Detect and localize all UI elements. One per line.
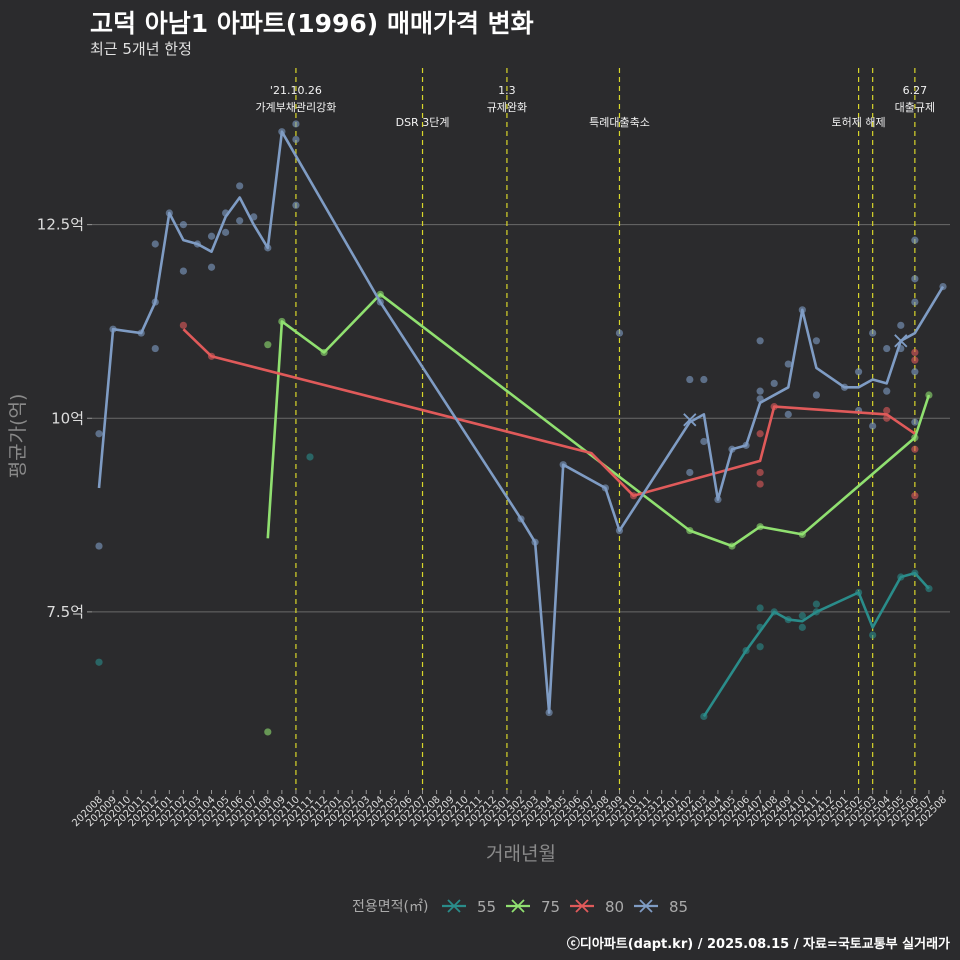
event-label: 가계부채관리강화 xyxy=(255,101,336,114)
data-point-85 xyxy=(812,391,821,399)
data-point-85 xyxy=(179,221,187,229)
data-point-85 xyxy=(911,236,919,244)
data-point-85 xyxy=(756,337,764,345)
data-point-85 xyxy=(207,263,216,271)
legend-label: 75 xyxy=(541,898,560,916)
data-point-85 xyxy=(151,344,159,353)
cross-marker-85 xyxy=(894,334,908,348)
legend-swatch-cross xyxy=(575,899,589,913)
data-point-55 xyxy=(95,658,103,666)
event-label: '21.10.26 xyxy=(270,84,322,97)
data-point-80 xyxy=(756,480,764,488)
data-point-80 xyxy=(911,348,919,357)
data-point-55 xyxy=(306,453,314,461)
data-point-80 xyxy=(911,445,919,453)
data-point-85 xyxy=(812,337,821,345)
data-point-75 xyxy=(264,728,272,736)
data-point-75 xyxy=(264,341,272,349)
event-label: 특례대출축소 xyxy=(589,116,650,129)
data-point-85 xyxy=(615,329,624,337)
chart-title: 고덕 아남1 아파트(1996) 매매가격 변화 xyxy=(90,9,534,38)
series-line-85 xyxy=(97,130,945,714)
data-point-85 xyxy=(784,410,792,418)
data-point-85 xyxy=(869,329,877,337)
data-point-85 xyxy=(855,368,863,376)
cross-marker-85 xyxy=(683,413,697,427)
data-point-85 xyxy=(292,201,300,209)
data-point-85 xyxy=(911,298,919,306)
series-line-75 xyxy=(266,293,931,548)
data-point-85 xyxy=(179,267,187,275)
event-label: 1.3 xyxy=(498,84,516,97)
data-point-85 xyxy=(911,275,919,283)
data-point-85 xyxy=(222,228,230,236)
data-point-85 xyxy=(292,135,300,144)
data-point-85 xyxy=(911,418,919,426)
data-point-80 xyxy=(911,492,919,500)
data-point-85 xyxy=(756,387,764,395)
data-point-85 xyxy=(784,360,792,368)
data-point-55 xyxy=(798,612,806,620)
y-tick-label: 7.5억 xyxy=(46,603,84,621)
data-point-55 xyxy=(869,631,877,639)
data-point-85 xyxy=(700,437,708,446)
data-point-80 xyxy=(911,356,919,364)
data-point-85 xyxy=(869,422,877,430)
data-point-80 xyxy=(756,430,764,438)
legend-swatch-cross xyxy=(639,899,653,913)
data-point-85 xyxy=(883,387,891,395)
data-point-85 xyxy=(911,368,919,376)
legend-label: 85 xyxy=(669,898,688,916)
data-point-80 xyxy=(883,406,891,415)
event-label: 대출규제 xyxy=(895,101,935,114)
data-point-85 xyxy=(207,232,216,240)
x-axis-title: 거래년월 xyxy=(486,843,556,865)
legend-swatch-cross xyxy=(511,899,525,913)
series-line-80 xyxy=(182,328,916,497)
y-tick-label: 12.5억 xyxy=(37,216,84,234)
data-point-55 xyxy=(756,643,764,651)
event-label: 규제완화 xyxy=(487,101,527,114)
data-point-85 xyxy=(292,120,300,128)
legend-swatch-cross xyxy=(447,899,461,913)
y-axis-title: 평균가(억) xyxy=(7,394,29,479)
series-line-55 xyxy=(702,571,930,718)
data-point-85 xyxy=(151,240,159,248)
data-point-55 xyxy=(798,623,806,631)
data-point-85 xyxy=(95,430,103,438)
y-tick-label: 10억 xyxy=(51,409,84,427)
data-point-85 xyxy=(700,375,708,384)
data-point-85 xyxy=(686,468,694,477)
legend-title: 전용면적(㎡) xyxy=(352,899,428,915)
legend-label: 80 xyxy=(605,898,624,916)
event-label: 6.27 xyxy=(903,84,928,97)
data-point-55 xyxy=(756,604,764,612)
chart-subtitle: 최근 5개년 한정 xyxy=(90,40,192,58)
data-point-85 xyxy=(686,375,694,384)
data-point-85 xyxy=(95,542,103,550)
data-point-85 xyxy=(236,217,244,225)
data-point-80 xyxy=(179,321,187,329)
data-point-85 xyxy=(770,379,778,388)
event-label: 토허제 해제 xyxy=(832,115,886,129)
data-point-85 xyxy=(883,344,891,353)
data-point-80 xyxy=(756,468,764,477)
data-point-85 xyxy=(897,321,905,329)
source-footer: ⓒ디아파트(dapt.kr) / 2025.08.15 / 자료=국토교통부 실… xyxy=(566,937,950,952)
data-point-55 xyxy=(812,600,821,608)
legend-label: 55 xyxy=(477,898,496,916)
event-label: DSR 3단계 xyxy=(396,116,450,129)
data-point-85 xyxy=(236,182,244,190)
